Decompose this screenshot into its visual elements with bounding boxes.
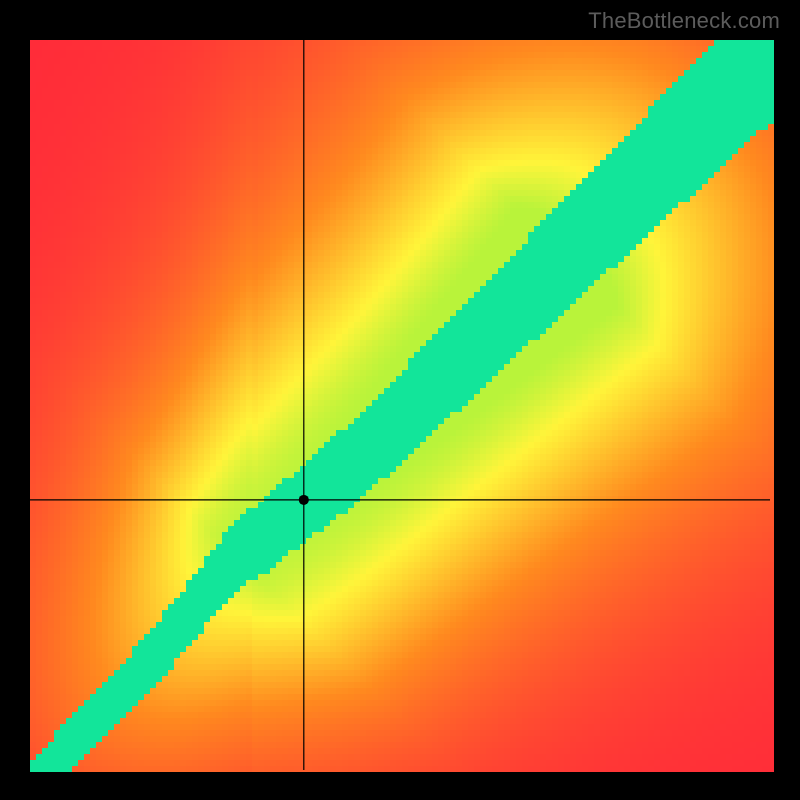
watermark-text: TheBottleneck.com [588,8,780,34]
bottleneck-heatmap-canvas [0,0,800,800]
chart-container: TheBottleneck.com [0,0,800,800]
